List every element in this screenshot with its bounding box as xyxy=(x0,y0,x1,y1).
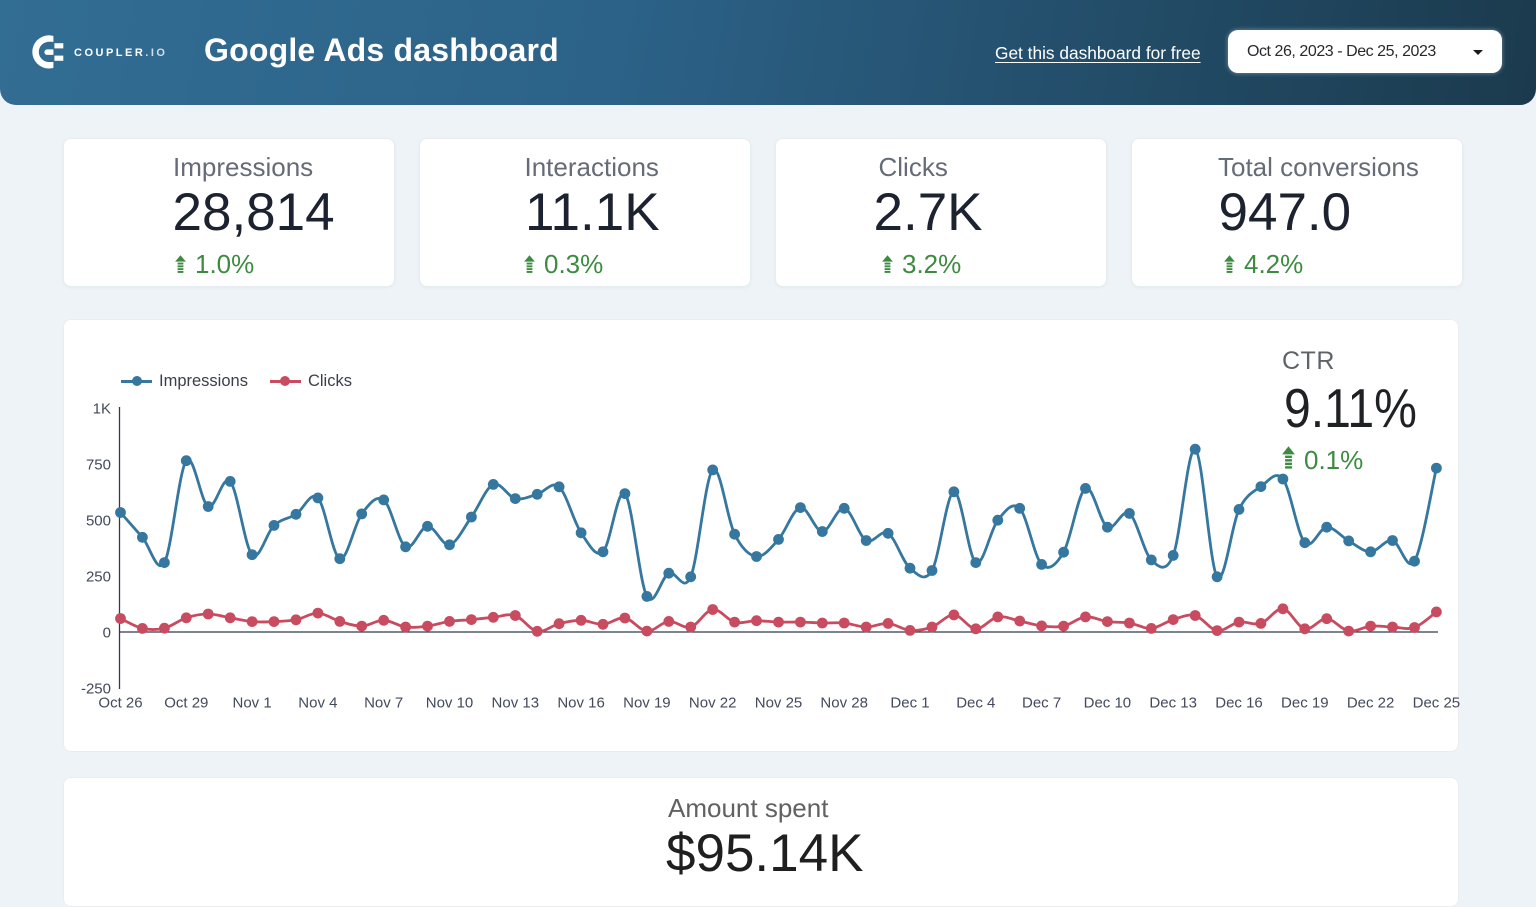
svg-text:Nov 16: Nov 16 xyxy=(557,695,605,712)
svg-text:Oct 26: Oct 26 xyxy=(98,695,142,712)
svg-text:Nov 4: Nov 4 xyxy=(298,695,337,712)
svg-text:-250: -250 xyxy=(81,681,111,698)
svg-text:Nov 10: Nov 10 xyxy=(426,695,474,712)
svg-text:Dec 7: Dec 7 xyxy=(1022,695,1061,712)
svg-text:Dec 1: Dec 1 xyxy=(890,695,929,712)
svg-text:Nov 25: Nov 25 xyxy=(755,695,803,712)
svg-text:750: 750 xyxy=(86,457,111,474)
svg-text:Nov 28: Nov 28 xyxy=(820,695,868,712)
svg-text:Nov 7: Nov 7 xyxy=(364,695,403,712)
svg-text:Dec 19: Dec 19 xyxy=(1281,695,1329,712)
svg-text:Nov 1: Nov 1 xyxy=(233,695,272,712)
svg-text:250: 250 xyxy=(86,569,111,586)
svg-text:Nov 19: Nov 19 xyxy=(623,695,671,712)
svg-text:Dec 25: Dec 25 xyxy=(1413,695,1460,712)
svg-text:Dec 4: Dec 4 xyxy=(956,695,995,712)
svg-text:0: 0 xyxy=(103,625,111,642)
svg-text:1K: 1K xyxy=(93,401,111,418)
svg-text:Nov 22: Nov 22 xyxy=(689,695,737,712)
svg-text:Oct 29: Oct 29 xyxy=(164,695,208,712)
svg-text:Nov 13: Nov 13 xyxy=(492,695,540,712)
svg-text:500: 500 xyxy=(86,513,111,530)
svg-text:Dec 16: Dec 16 xyxy=(1215,695,1263,712)
svg-text:Dec 22: Dec 22 xyxy=(1347,695,1395,712)
svg-text:Dec 13: Dec 13 xyxy=(1149,695,1197,712)
svg-text:Dec 10: Dec 10 xyxy=(1084,695,1132,712)
